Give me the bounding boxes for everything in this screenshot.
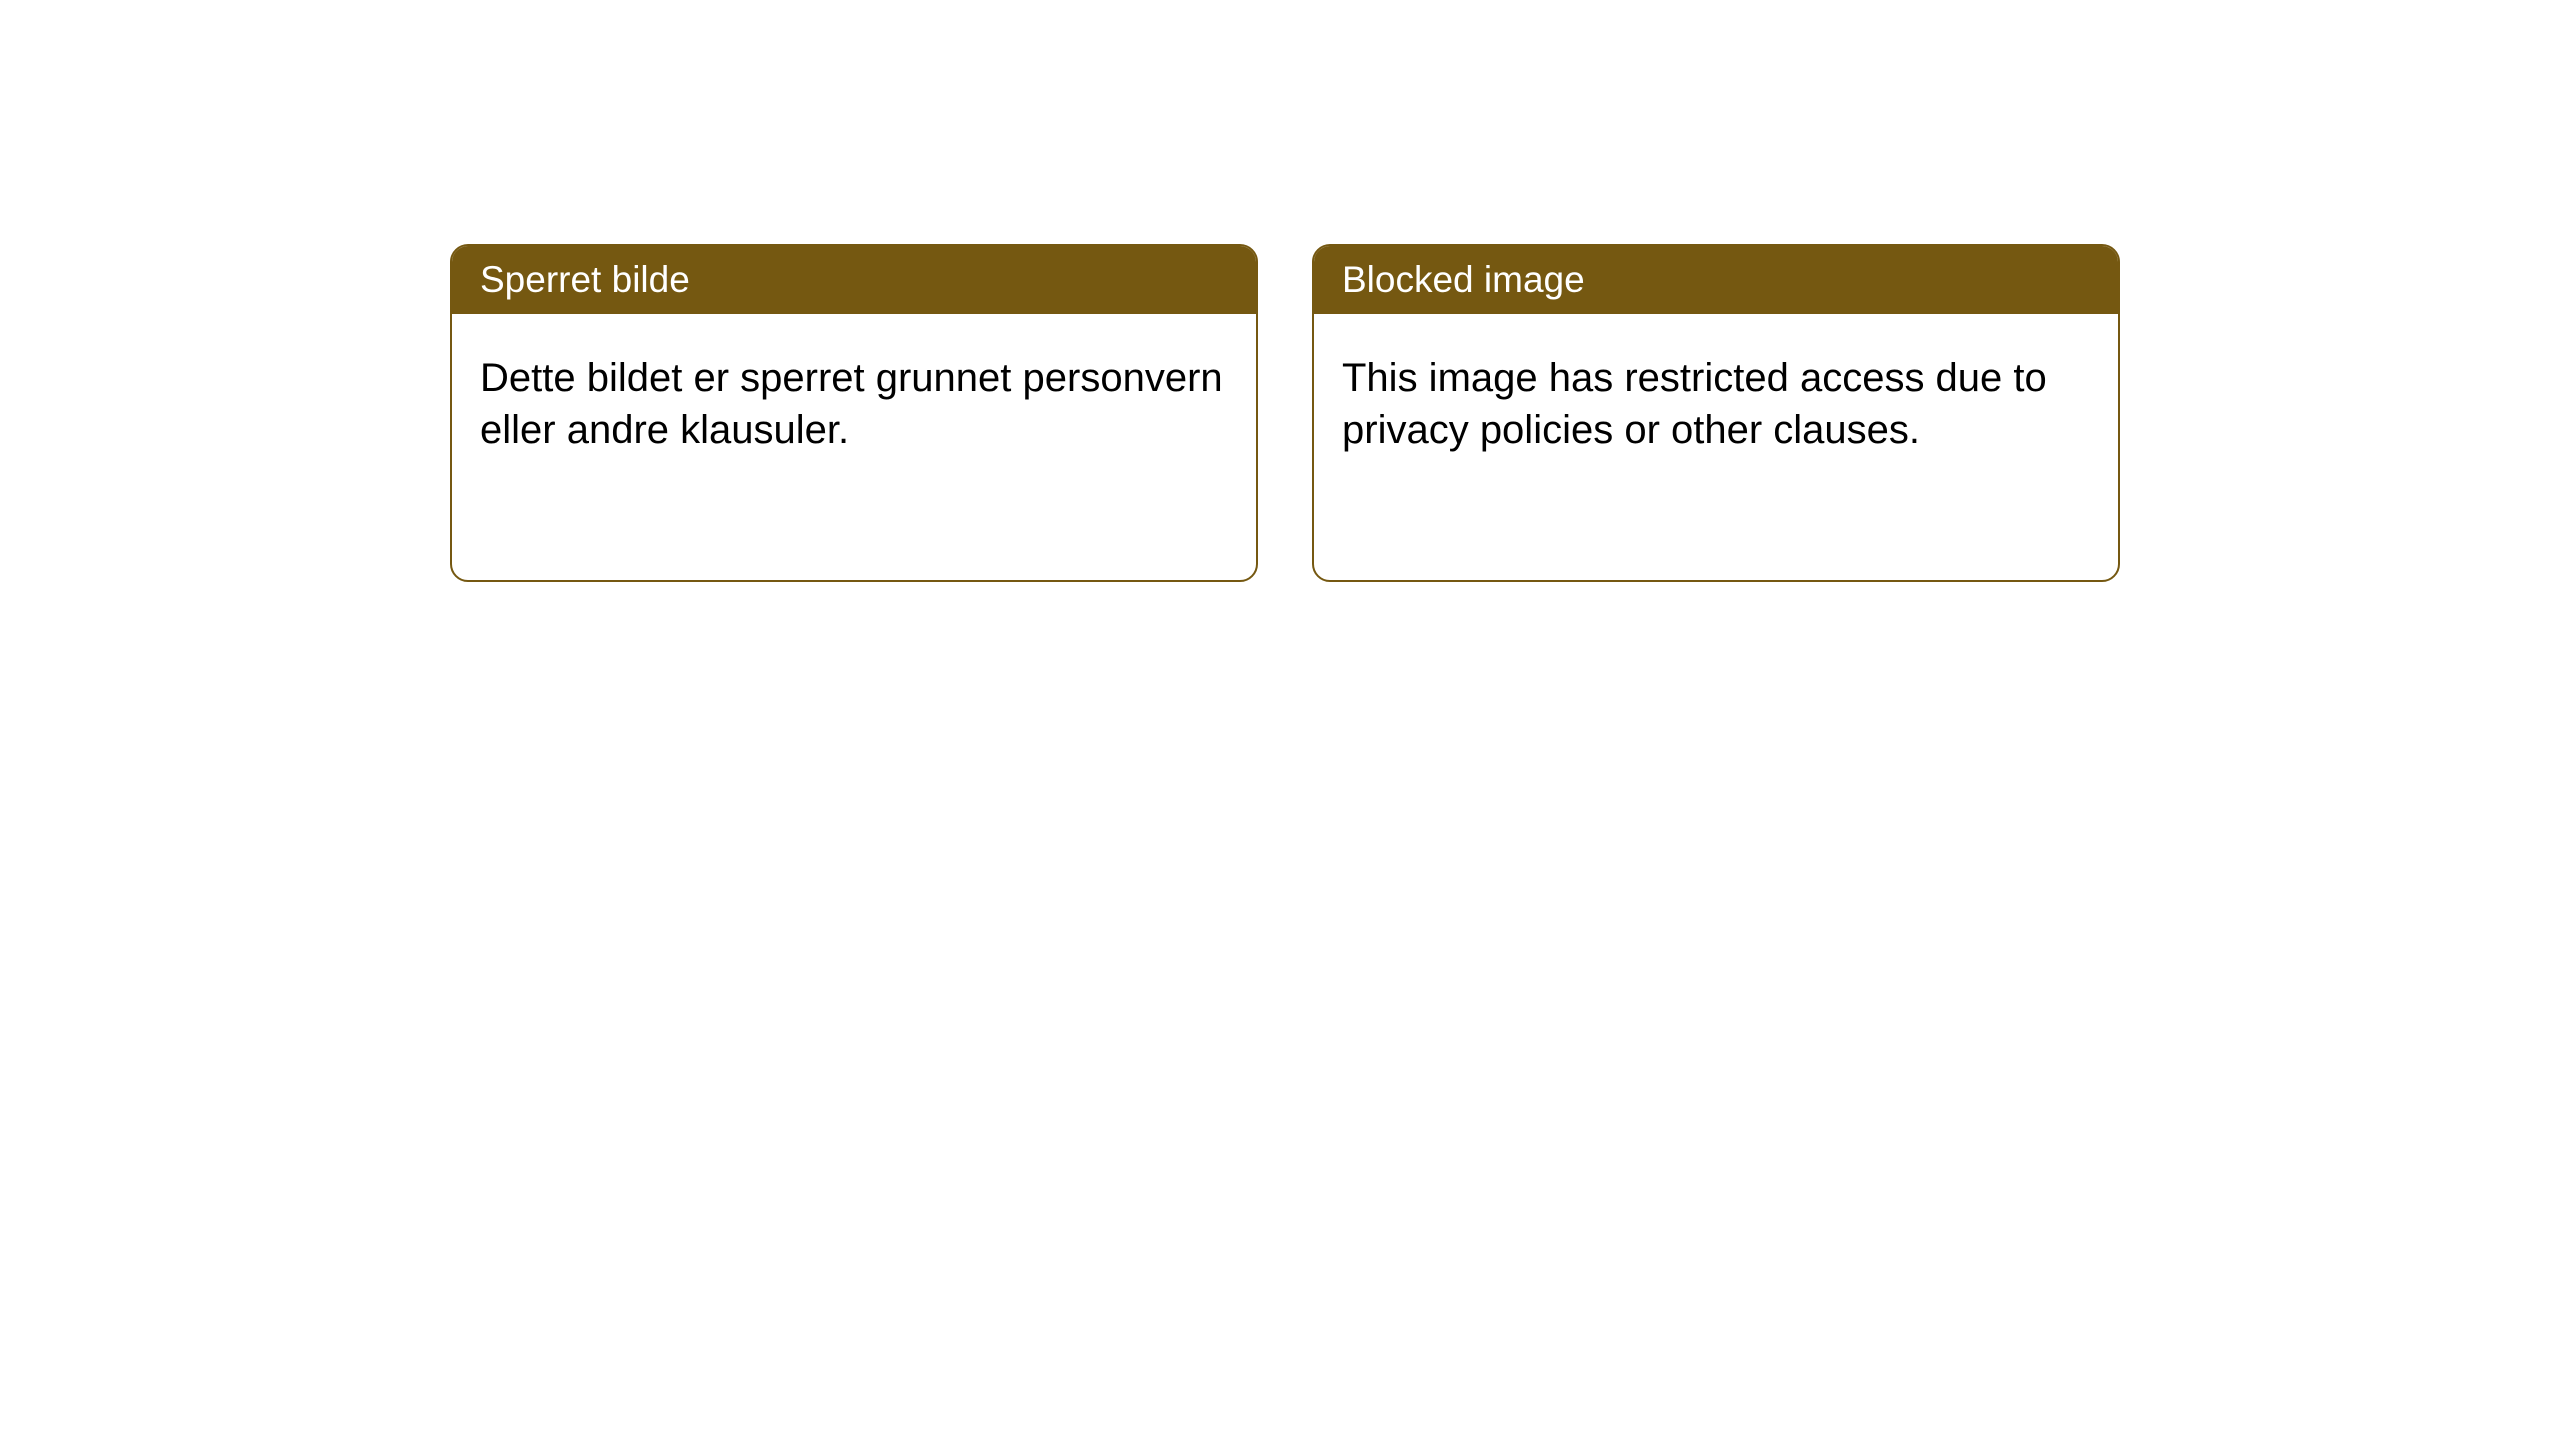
notice-cards-container: Sperret bilde Dette bildet er sperret gr… [0, 0, 2560, 582]
notice-card-norwegian: Sperret bilde Dette bildet er sperret gr… [450, 244, 1258, 582]
card-header-english: Blocked image [1314, 246, 2118, 314]
notice-card-english: Blocked image This image has restricted … [1312, 244, 2120, 582]
card-title: Blocked image [1342, 259, 1585, 300]
card-header-norwegian: Sperret bilde [452, 246, 1256, 314]
card-title: Sperret bilde [480, 259, 690, 300]
card-message: Dette bildet er sperret grunnet personve… [480, 356, 1223, 452]
card-body-english: This image has restricted access due to … [1314, 314, 2118, 494]
card-message: This image has restricted access due to … [1342, 356, 2047, 452]
card-body-norwegian: Dette bildet er sperret grunnet personve… [452, 314, 1256, 494]
